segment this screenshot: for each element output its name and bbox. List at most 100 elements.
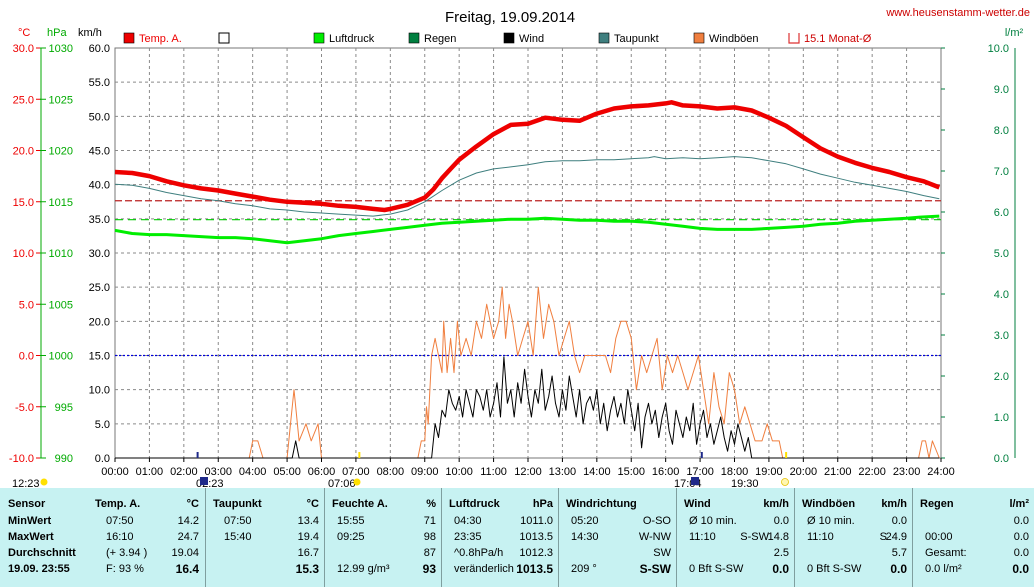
- pressure-tick-label: 1025: [49, 94, 73, 106]
- x-tick-label: 07:00: [342, 466, 370, 478]
- temp-tick-label: 15.0: [13, 197, 34, 209]
- temp-tick-label: 5.0: [19, 299, 34, 311]
- rain-tick-label: 6.0: [994, 207, 1009, 219]
- stats-cell-value: 13.4: [297, 515, 319, 527]
- stats-cell-value: 1011.0: [520, 515, 553, 527]
- sunset-time-label: 19:30: [731, 478, 759, 488]
- rain-tick-label: 0.0: [994, 453, 1009, 465]
- pressure-tick-label: 1020: [49, 146, 73, 158]
- stats-cell-label: 12.99 g/m³: [337, 563, 390, 575]
- x-tick-label: 17:00: [686, 466, 714, 478]
- rain-tick-label: 5.0: [994, 248, 1009, 260]
- wind-tick-label: 10.0: [89, 385, 110, 397]
- stats-label-avg: Durchschnitt: [8, 547, 76, 559]
- stats-col6: Windrichtung 05:20 O-SO 14:30 W-NW SW 209 ° S-S…: [558, 488, 677, 587]
- wind-tick-label: 5.0: [95, 419, 110, 431]
- stats-cell-value: 0.0: [1013, 547, 1029, 559]
- stats-col8: Windböen km/h Ø 10 min. 0.0 11:10 S 24.9 5.7 0 B…: [794, 488, 913, 587]
- stats-cell-value: 2.5: [773, 547, 789, 559]
- wind-tick-label: 0.0: [95, 453, 110, 465]
- wind-tick-label: 40.0: [89, 180, 110, 192]
- stats-col-header: Taupunkt: [213, 498, 262, 510]
- wind-tick-label: 20.0: [89, 316, 110, 328]
- wind-tick-label: 55.0: [89, 77, 110, 89]
- stats-cell-value: 19.04: [171, 547, 199, 559]
- stats-cell-value: 24.9: [885, 531, 907, 543]
- x-tick-label: 21:00: [824, 466, 852, 478]
- stats-cell-label: 11:10: [807, 531, 834, 543]
- stats-cell-label: 15:55: [337, 515, 365, 527]
- stats-cell-label: ^0.8hPa/h: [454, 547, 504, 559]
- temp-tick-label: 30.0: [13, 43, 34, 55]
- x-tick-label: 10:00: [445, 466, 473, 478]
- stats-cell-label: 15:40: [224, 531, 252, 543]
- stats-cell-label: F: 93 %: [106, 563, 144, 575]
- stats-cell-label: 05:20: [571, 515, 599, 527]
- stats-cell-label: 00:00: [925, 531, 953, 543]
- pressure-tick-label: 1030: [49, 43, 73, 55]
- stats-cell-label: Gesamt:: [925, 547, 967, 559]
- wind-tick-label: 60.0: [89, 43, 110, 55]
- stats-col9: Regen l/m² 0.0 00:00 0.0 Gesamt: 0.0 0.0 l/m² 0.…: [912, 488, 1034, 587]
- stats-cell-value: 0.0: [1013, 515, 1029, 527]
- moon-rise-icon: [200, 477, 208, 485]
- stats-col-unit: km/h: [763, 498, 789, 510]
- stats-cell-value: 93: [422, 562, 436, 576]
- stats-cell-label: 0.0 l/m²: [925, 563, 962, 575]
- legend-label: Luftdruck: [329, 33, 375, 45]
- temp-tick-label: -10.0: [9, 453, 34, 465]
- temp-tick-label: 10.0: [13, 248, 34, 260]
- stats-cell-label: veränderlich: [454, 563, 514, 575]
- stats-label-current: 19.09. 23:55: [8, 563, 70, 575]
- unit-press: hPa: [47, 27, 67, 39]
- x-tick-label: 24:00: [927, 466, 955, 478]
- stats-col-unit: hPa: [532, 498, 553, 510]
- stats-cell-value: 98: [423, 531, 436, 543]
- x-tick-label: 20:00: [790, 466, 818, 478]
- stats-col-unit: °C: [186, 498, 199, 510]
- x-tick-label: 08:00: [377, 466, 405, 478]
- pressure-tick-label: 1000: [49, 351, 73, 363]
- site-url[interactable]: www.heusenstamm-wetter.de: [885, 7, 1030, 19]
- x-tick-label: 00:00: [101, 466, 129, 478]
- sunset-icon: [781, 478, 789, 486]
- unit-wind: km/h: [78, 27, 102, 39]
- series-luftdruck: [114, 214, 940, 245]
- moon-time-label: 17:04: [674, 478, 702, 488]
- stats-col-header: Windrichtung: [566, 498, 637, 510]
- stats-cell-label: 07:50: [106, 515, 134, 527]
- stats-col3: Taupunkt °C 07:50 13.4 15:40 19.4 16.7 15.3: [205, 488, 325, 587]
- stats-cell-value: 19.4: [297, 531, 319, 543]
- unit-rain: l/m²: [1005, 27, 1024, 39]
- rain-tick-label: 4.0: [994, 289, 1009, 301]
- stats-col-unit: %: [426, 498, 436, 510]
- stats-col4: Feuchte A.% 15:55 71 09:25 98 87 12.99 g/m³ 93: [324, 488, 442, 587]
- legend-swatch: [218, 32, 230, 44]
- series-taupunkt: [114, 156, 940, 217]
- stats-col-header: Temp. A.: [95, 498, 141, 510]
- rain-tick-label: 3.0: [994, 330, 1009, 342]
- legend-label: 15.1 Monat-Ø: [804, 33, 872, 45]
- stats-cell-value: 16.4: [175, 562, 199, 576]
- stats-cell-label: 07:50: [224, 515, 252, 527]
- x-tick-label: 16:00: [652, 466, 680, 478]
- stats-cell-value: 0.0: [1013, 531, 1029, 543]
- stats-cell-dir: S-SW: [740, 531, 769, 543]
- rain-tick-label: 1.0: [994, 412, 1009, 424]
- stats-cell-label: 04:30: [454, 515, 482, 527]
- stats-cell-label: 0 Bft S-SW: [807, 563, 862, 575]
- stats-header: Sensor: [8, 498, 46, 510]
- wind-tick-label: 50.0: [89, 111, 110, 123]
- stats-cell-label: Ø 10 min.: [689, 515, 737, 527]
- legend-label: Taupunkt: [614, 33, 659, 45]
- unit-temp: °C: [18, 27, 30, 39]
- stats-cell-value: 14.2: [177, 515, 199, 527]
- rain-tick-label: 10.0: [988, 43, 1009, 55]
- moon-icon: [691, 477, 699, 485]
- stats-cell-value: 0.0: [891, 515, 907, 527]
- moon-rise-time-label: 02:23: [196, 478, 224, 488]
- rain-tick-label: 8.0: [994, 125, 1009, 137]
- moon-set-icon: [40, 478, 48, 486]
- temp-tick-label: 0.0: [19, 351, 34, 363]
- sunrise-icon: [353, 478, 361, 486]
